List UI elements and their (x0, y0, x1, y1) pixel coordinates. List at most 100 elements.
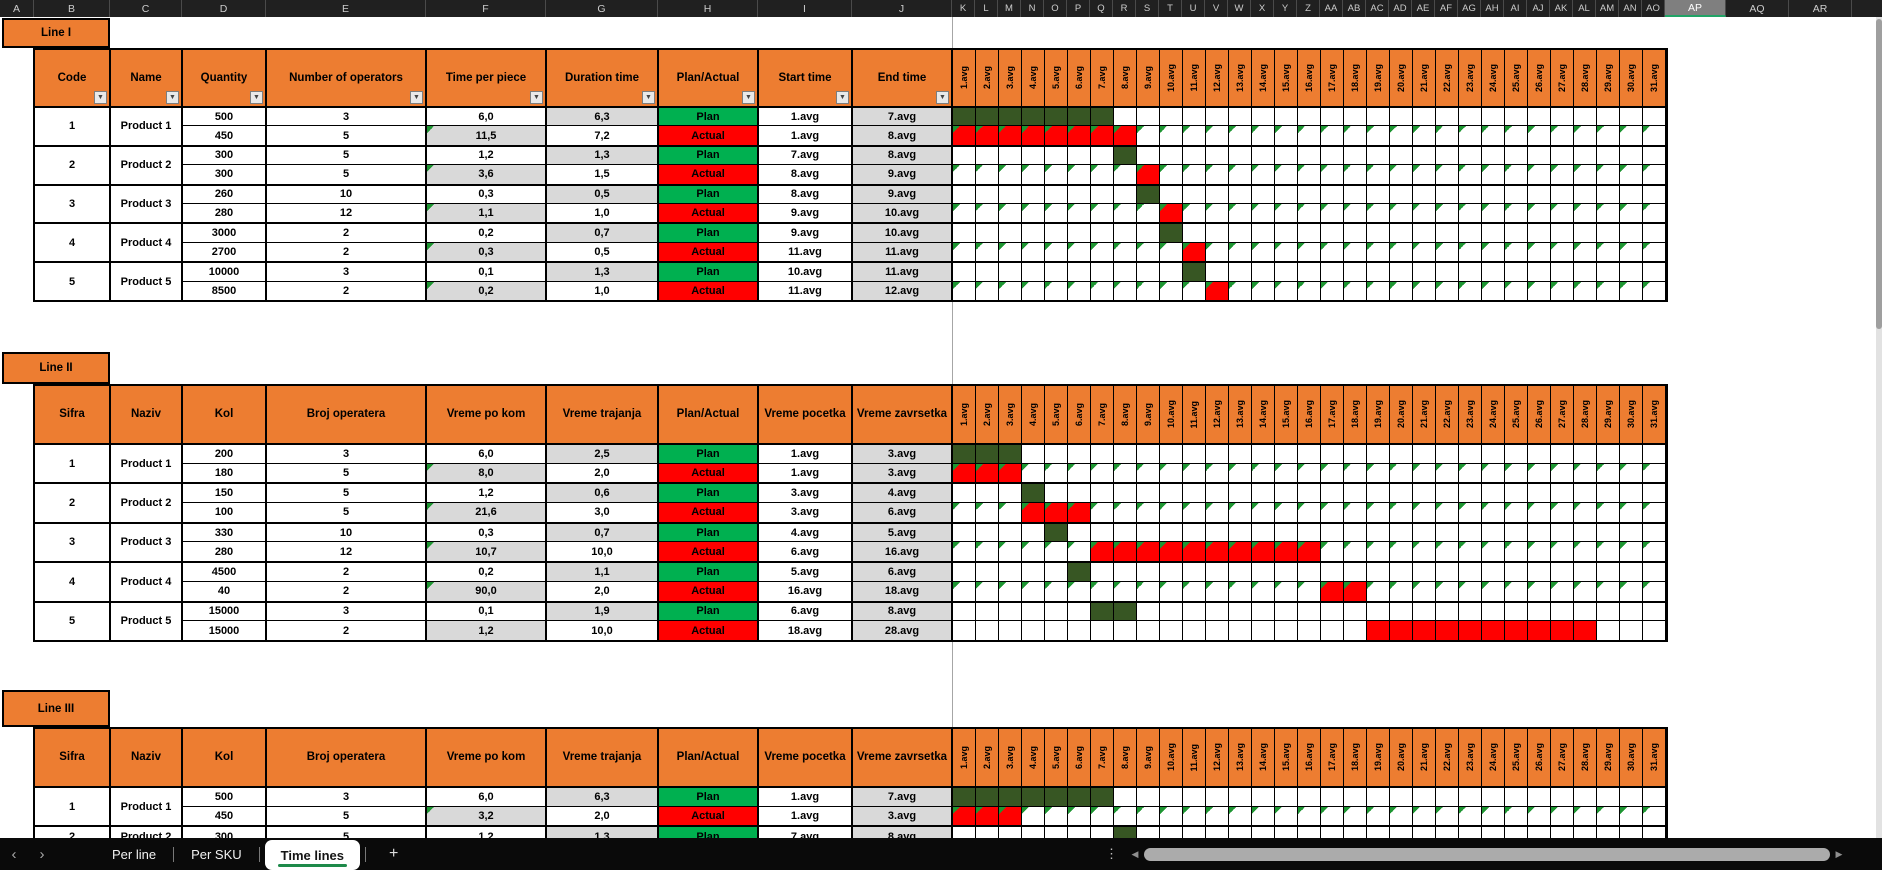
column-header-cell[interactable]: Vreme zavrsetka (853, 729, 953, 788)
column-letter[interactable]: AJ (1527, 0, 1550, 17)
gantt-cell[interactable] (1413, 806, 1436, 826)
gantt-cell[interactable] (1528, 281, 1551, 300)
gantt-cell[interactable] (1137, 281, 1160, 300)
column-letter[interactable]: R (1113, 0, 1136, 17)
cell-end-time[interactable]: 6.avg (853, 563, 953, 582)
cell-end-time[interactable]: 10.avg (853, 224, 953, 243)
gantt-cell[interactable] (1229, 827, 1252, 838)
gantt-cell[interactable] (976, 463, 999, 483)
gantt-cell[interactable] (1344, 263, 1367, 282)
cell-operators[interactable]: 3 (267, 445, 427, 464)
cell-product-name[interactable]: Product 4 (111, 224, 183, 262)
gantt-cell[interactable] (1022, 445, 1045, 464)
gantt-cell[interactable] (1045, 281, 1068, 300)
gantt-cell[interactable] (1183, 463, 1206, 483)
gantt-cell[interactable] (1390, 463, 1413, 483)
gantt-cell[interactable] (1252, 542, 1275, 562)
cell-operators[interactable]: 3 (267, 788, 427, 807)
cell-duration[interactable]: 7,2 (547, 126, 659, 145)
gantt-cell[interactable] (1482, 242, 1505, 262)
gantt-cell[interactable] (1137, 581, 1160, 601)
gantt-cell[interactable] (953, 185, 976, 204)
gantt-cell[interactable] (1321, 281, 1344, 300)
gantt-cell[interactable] (1528, 165, 1551, 184)
day-header-cell[interactable]: 14.avg (1252, 729, 1275, 788)
gantt-cell[interactable] (1482, 602, 1505, 622)
gantt-cell[interactable] (1643, 263, 1666, 282)
gantt-cell[interactable] (1390, 165, 1413, 184)
gantt-cell[interactable] (1068, 146, 1091, 166)
gantt-cell[interactable] (1091, 165, 1114, 184)
plan-actual-cell[interactable]: Plan (659, 523, 759, 543)
gantt-cell[interactable] (1275, 806, 1298, 826)
column-letter[interactable]: K (952, 0, 975, 17)
gantt-cell[interactable] (1459, 806, 1482, 826)
cell-duration[interactable]: 1,5 (547, 165, 659, 184)
cell-quantity[interactable]: 300 (183, 827, 267, 838)
gantt-cell[interactable] (976, 126, 999, 145)
gantt-cell[interactable] (1114, 788, 1137, 807)
gantt-cell[interactable] (953, 806, 976, 826)
column-header-cell[interactable]: Vreme po kom (427, 729, 547, 788)
cell-quantity[interactable]: 2700 (183, 242, 267, 262)
cell-start-time[interactable]: 1.avg (759, 788, 853, 807)
day-header-cell[interactable]: 25.avg (1505, 729, 1528, 788)
gantt-cell[interactable] (1436, 281, 1459, 300)
gantt-cell[interactable] (953, 602, 976, 622)
gantt-cell[interactable] (1528, 602, 1551, 622)
gantt-cell[interactable] (1321, 563, 1344, 582)
gantt-cell[interactable] (1574, 126, 1597, 145)
day-header-cell[interactable]: 31.avg (1643, 50, 1666, 108)
gantt-cell[interactable] (1022, 108, 1045, 127)
gantt-cell[interactable] (1229, 463, 1252, 483)
gantt-cell[interactable] (1505, 542, 1528, 562)
plan-actual-cell[interactable]: Actual (659, 126, 759, 145)
gantt-cell[interactable] (1045, 621, 1068, 640)
gantt-cell[interactable] (1229, 263, 1252, 282)
gantt-cell[interactable] (1160, 827, 1183, 838)
gantt-cell[interactable] (1229, 788, 1252, 807)
gantt-cell[interactable] (1551, 788, 1574, 807)
gantt-cell[interactable] (1459, 563, 1482, 582)
cell-end-time[interactable]: 28.avg (853, 621, 953, 640)
column-letter[interactable]: C (110, 0, 182, 17)
cell-start-time[interactable]: 7.avg (759, 146, 853, 166)
gantt-cell[interactable] (1275, 185, 1298, 204)
gantt-cell[interactable] (1068, 542, 1091, 562)
cell-duration[interactable]: 10,0 (547, 542, 659, 562)
cell-start-time[interactable]: 16.avg (759, 581, 853, 601)
gantt-cell[interactable] (1367, 806, 1390, 826)
cell-code[interactable]: 2 (35, 484, 111, 522)
gantt-cell[interactable] (999, 185, 1022, 204)
gantt-cell[interactable] (1367, 602, 1390, 622)
gantt-cell[interactable] (1551, 503, 1574, 522)
cell-end-time[interactable]: 10.avg (853, 203, 953, 223)
column-letter[interactable]: D (182, 0, 266, 17)
gantt-cell[interactable] (1390, 523, 1413, 543)
sheet-nav-back-icon[interactable]: ‹ (11, 845, 17, 863)
gantt-cell[interactable] (1643, 224, 1666, 243)
gantt-cell[interactable] (1091, 581, 1114, 601)
day-header-cell[interactable]: 25.avg (1505, 386, 1528, 445)
tab-per-sku[interactable]: Per SKU (191, 846, 242, 862)
gantt-cell[interactable] (999, 563, 1022, 582)
gantt-cell[interactable] (1321, 484, 1344, 504)
gantt-cell[interactable] (1022, 203, 1045, 223)
gantt-cell[interactable] (1206, 281, 1229, 300)
gantt-cell[interactable] (1574, 281, 1597, 300)
gantt-cell[interactable] (999, 602, 1022, 622)
gantt-cell[interactable] (1298, 523, 1321, 543)
gantt-cell[interactable] (1229, 563, 1252, 582)
gantt-cell[interactable] (1551, 484, 1574, 504)
gantt-cell[interactable] (1344, 621, 1367, 640)
gantt-cell[interactable] (1413, 788, 1436, 807)
cell-duration[interactable]: 1,0 (547, 203, 659, 223)
gantt-cell[interactable] (1114, 463, 1137, 483)
cell-quantity[interactable]: 450 (183, 806, 267, 826)
day-header-cell[interactable]: 22.avg (1436, 50, 1459, 108)
cell-end-time[interactable]: 4.avg (853, 484, 953, 504)
gantt-cell[interactable] (1022, 263, 1045, 282)
gantt-cell[interactable] (1344, 463, 1367, 483)
column-header-cell[interactable]: Plan/Actual (659, 729, 759, 788)
gantt-cell[interactable] (1137, 542, 1160, 562)
